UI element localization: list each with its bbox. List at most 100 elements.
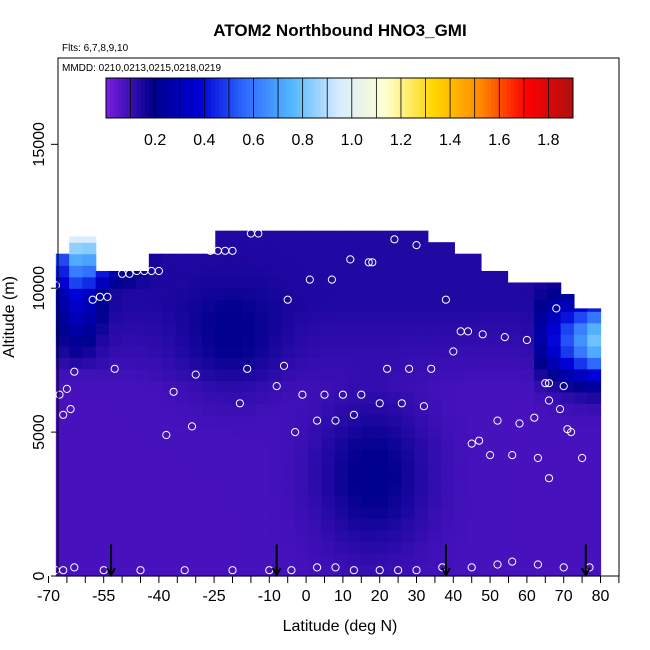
- heatmap-cell: [387, 518, 402, 531]
- heatmap-cell: [188, 276, 203, 289]
- heatmap-cell: [387, 368, 402, 381]
- heatmap-cell: [587, 460, 602, 473]
- heatmap-cell: [294, 288, 309, 301]
- arrow-marker: [106, 544, 116, 578]
- heatmap-cell: [361, 449, 376, 462]
- heatmap-cell: [294, 299, 309, 312]
- heatmap-cell: [361, 322, 376, 335]
- heatmap-cell: [348, 357, 362, 370]
- heatmap-cell: [348, 495, 362, 508]
- heatmap-cell: [82, 426, 97, 439]
- heatmap-cell: [480, 541, 495, 554]
- heatmap-cell: [494, 368, 509, 381]
- heatmap-cell: [82, 518, 97, 531]
- heatmap-cell: [547, 380, 562, 393]
- heatmap-cell: [162, 265, 177, 278]
- heatmap-cell: [441, 529, 455, 543]
- heatmap-cell: [494, 345, 509, 358]
- heatmap-cell: [467, 334, 482, 347]
- heatmap-cell: [480, 426, 495, 439]
- heatmap-cell: [109, 449, 123, 462]
- flight-point: [368, 258, 377, 267]
- heatmap-cell: [573, 391, 588, 404]
- heatmap-cell: [215, 230, 230, 243]
- heatmap-cell: [215, 276, 230, 289]
- heatmap-cell: [148, 288, 163, 301]
- heatmap-cell: [507, 472, 522, 485]
- heatmap-cell: [148, 449, 163, 462]
- heatmap-cell: [387, 495, 402, 508]
- heatmap-cell: [201, 311, 216, 324]
- heatmap-cell: [401, 276, 416, 289]
- heatmap-cell: [534, 288, 548, 301]
- heatmap-cell: [334, 345, 349, 358]
- colorbar-segment: [405, 78, 411, 118]
- heatmap-cell: [573, 426, 588, 439]
- heatmap-cell: [547, 529, 562, 543]
- flight-point: [508, 557, 517, 566]
- heatmap-cell: [348, 541, 362, 554]
- heatmap-cell: [387, 276, 402, 289]
- colorbar-segment: [312, 78, 317, 118]
- flight-point: [412, 566, 421, 575]
- heatmap-cell: [494, 391, 509, 404]
- heatmap-cell: [348, 288, 362, 301]
- colorbar-segment: [483, 78, 488, 118]
- flight-point: [441, 295, 450, 304]
- heatmap-cell: [95, 460, 110, 473]
- heatmap-cell: [427, 253, 442, 266]
- heatmap-cell: [82, 265, 97, 278]
- heatmap-cell: [441, 426, 455, 439]
- colorbar-segment: [230, 78, 235, 118]
- heatmap-cell: [241, 391, 256, 404]
- heatmap-cell: [162, 564, 177, 577]
- heatmap-cell: [255, 345, 269, 358]
- heatmap-cell: [361, 334, 376, 347]
- heatmap-cell: [109, 437, 123, 450]
- heatmap-cell: [82, 345, 97, 358]
- heatmap-cell: [494, 518, 509, 531]
- heatmap-cell: [573, 414, 588, 427]
- heatmap-cell: [188, 368, 203, 381]
- heatmap-cell: [387, 529, 402, 543]
- heatmap-cell: [148, 506, 163, 520]
- heatmap-cell: [361, 288, 376, 301]
- heatmap-cell: [520, 426, 535, 439]
- heatmap-cell: [308, 518, 323, 531]
- heatmap-cell: [361, 552, 376, 566]
- heatmap-cell: [454, 357, 469, 370]
- heatmap-cell: [122, 518, 137, 531]
- heatmap-cell: [520, 368, 535, 381]
- heatmap-cell: [294, 276, 309, 289]
- heatmap-cell: [454, 276, 469, 289]
- colorbar-segment: [569, 78, 574, 118]
- heatmap-cell: [122, 449, 137, 462]
- flight-point: [559, 563, 568, 572]
- heatmap-cell: [573, 345, 588, 358]
- heatmap-cell: [321, 506, 336, 520]
- heatmap-cell: [334, 299, 349, 312]
- heatmap-cell: [480, 414, 495, 427]
- heatmap-cell: [387, 426, 402, 439]
- flight-point: [338, 390, 347, 399]
- heatmap-cell: [162, 357, 177, 370]
- heatmap-cell: [507, 380, 522, 393]
- heatmap-cell: [175, 460, 190, 473]
- flight-point: [567, 428, 576, 437]
- heatmap-cell: [122, 460, 137, 473]
- colorbar-segment: [413, 78, 418, 118]
- heatmap-cell: [162, 299, 177, 312]
- heatmap-cell: [82, 437, 97, 450]
- heatmap-cell: [321, 334, 336, 347]
- heatmap-cell: [82, 414, 97, 427]
- heatmap-cell: [507, 495, 522, 508]
- heatmap-cell: [241, 357, 256, 370]
- colorbar-segment: [327, 78, 333, 118]
- heatmap-cell: [268, 414, 283, 427]
- heatmap-cell: [55, 552, 70, 566]
- heatmap-cell: [401, 345, 416, 358]
- heatmap-cell: [175, 345, 190, 358]
- flight-point: [544, 379, 554, 388]
- heatmap-cell: [69, 311, 84, 324]
- heatmap-cell: [321, 368, 336, 381]
